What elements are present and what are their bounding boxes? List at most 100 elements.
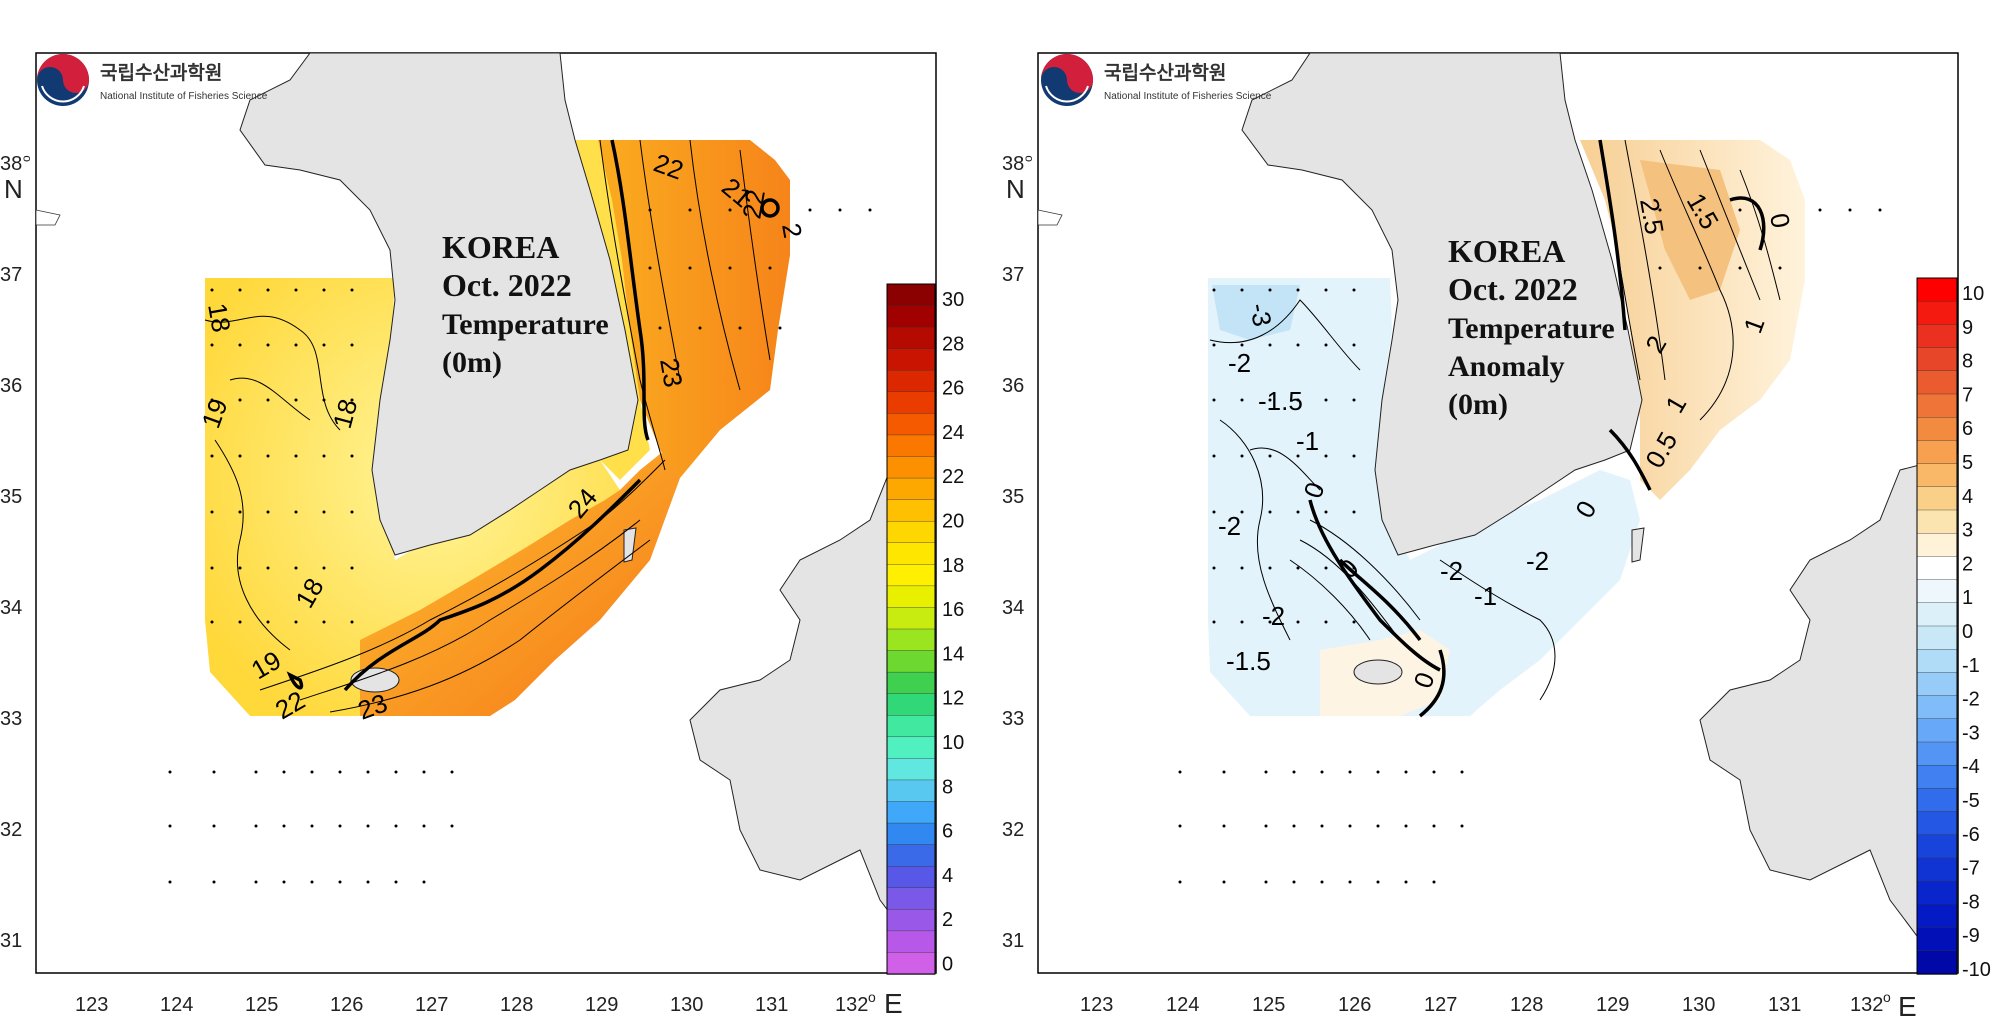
anomaly-field-east [1580, 140, 1805, 500]
colorbar-label: -7 [1962, 858, 1980, 880]
colorbar-swatch [886, 456, 936, 479]
colorbar-label: -10 [1962, 959, 1991, 981]
colorbar-swatch [886, 715, 936, 738]
lat-unit: N [1006, 174, 1025, 204]
colorbar-swatches [886, 283, 936, 975]
colorbar-swatch [886, 822, 936, 846]
nifs-emblem-icon [37, 54, 89, 106]
lon-tick-label: 130 [1682, 994, 1715, 1016]
contour-label: -2 [1262, 601, 1285, 631]
colorbar-swatch [886, 628, 936, 652]
lon-tick-label: 123 [1080, 994, 1113, 1016]
anomaly-field-east-hot [1640, 160, 1740, 300]
colorbar-label: 28 [942, 333, 964, 355]
contour-label: -2 [1526, 546, 1549, 576]
colorbar-swatch [886, 283, 936, 307]
colorbar-swatch [1916, 602, 1958, 627]
lat-tick-label: 32 [1002, 819, 1024, 841]
korean-peninsula [1241, 53, 1643, 556]
china-coast [36, 209, 61, 226]
colorbar-label: 22 [942, 466, 964, 488]
logo-english: National Institute of Fisheries Science [100, 91, 268, 102]
panel-temperature: 18 19 18 18 19 22 21 22 23 24 22 23 2 [0, 52, 964, 1019]
colorbar-frame [1916, 277, 1958, 975]
colorbar-swatch [886, 391, 936, 415]
colorbar-swatch [1916, 347, 1958, 372]
colorbar-swatch [886, 693, 936, 716]
lat-tick-label: 37 [1002, 264, 1024, 286]
colorbar-label: 3 [1962, 520, 1973, 542]
colorbar-swatch [1916, 741, 1958, 766]
contour-label: -2 [1440, 556, 1463, 586]
colorbar-swatches [1916, 277, 1958, 975]
contour-label: -1 [1474, 581, 1497, 611]
colorbar-swatch [1916, 834, 1958, 859]
tsushima-island [1631, 527, 1645, 563]
lon-tick-label: 131 [1768, 994, 1801, 1016]
contour-label: 18 [202, 301, 237, 335]
colorbar-swatch [886, 650, 936, 673]
degree-symbol: o [1021, 155, 1035, 162]
colorbar-label: 8 [1962, 351, 1973, 373]
colorbar-swatch [886, 585, 936, 609]
tsushima-island [623, 527, 637, 563]
logo-korean: 국립수산과학원 [1104, 62, 1226, 84]
lon-tick-label: 130 [670, 994, 703, 1016]
colorbar-label: -8 [1962, 891, 1980, 913]
colorbar-swatch [1916, 857, 1958, 882]
colorbar-label: 6 [1962, 418, 1973, 440]
colorbar-swatch [1916, 301, 1958, 326]
colorbar-label: 4 [1962, 486, 1973, 508]
title-line: Anomaly [1448, 350, 1565, 383]
temperature-field-east [578, 140, 790, 478]
colorbar-swatch [1916, 533, 1958, 558]
lat-axis: 38 o N 37 36 35 34 33 32 31 [0, 153, 33, 952]
lon-tick-label: 124 [160, 994, 193, 1016]
colorbar-swatch [1916, 277, 1958, 302]
colorbar-swatch [886, 930, 936, 954]
anomaly-field-west [1208, 278, 1640, 716]
colorbar-swatch [1916, 509, 1958, 534]
contour-label: -1 [1296, 426, 1319, 456]
colorbar-swatch [886, 607, 936, 630]
contour-label: -1.5 [1226, 646, 1271, 676]
lat-tick-label: 37 [0, 264, 22, 286]
contour-label: 2.5 [1634, 196, 1670, 237]
colorbar-swatch [1916, 579, 1958, 604]
colorbar-label: 16 [942, 599, 964, 621]
colorbar-swatch [1916, 904, 1958, 929]
colorbar-swatch [886, 844, 936, 867]
colorbar-swatch [1916, 649, 1958, 674]
contour-label-group: -3 -2 -1.5 -1 -2 0 -2 -1.5 -2 -1 -2 0 0 … [1218, 188, 1796, 692]
lon-unit: E [1898, 991, 1917, 1022]
colorbar-label: 8 [942, 776, 953, 798]
lon-tick-label: 126 [330, 994, 363, 1016]
lon-tick-label: 128 [1510, 994, 1543, 1016]
colorbar-swatch [886, 370, 936, 393]
colorbar-label: 1 [1962, 587, 1973, 609]
contour-label: 23 [654, 356, 689, 390]
colorbar-swatch [886, 801, 936, 824]
colorbar-label: -4 [1962, 756, 1980, 778]
japan [1699, 454, 1958, 973]
lon-tick-label: 129 [585, 994, 618, 1016]
lon-tick-label: 125 [245, 994, 278, 1016]
colorbar-label: -5 [1962, 790, 1980, 812]
map-title: KOREA Oct. 2022 Temperature (0m) [442, 229, 609, 379]
logo-korean: 국립수산과학원 [100, 62, 222, 84]
colorbar-label: 12 [942, 688, 964, 710]
colorbar-label: 2 [942, 909, 953, 931]
colorbar-swatch [1916, 370, 1958, 395]
colorbar-swatch [1916, 625, 1958, 650]
nifs-logo: 국립수산과학원 National Institute of Fisheries … [37, 54, 268, 106]
lon-tick-label: 125 [1252, 994, 1285, 1016]
colorbar-label: 0 [1962, 621, 1973, 643]
colorbar-frame [886, 283, 936, 975]
lon-tick-label: 127 [415, 994, 448, 1016]
colorbar-swatch [886, 671, 936, 695]
colorbar-swatch [886, 887, 936, 911]
nifs-emblem-icon [1041, 54, 1093, 106]
colorbar-swatch [1916, 718, 1958, 743]
